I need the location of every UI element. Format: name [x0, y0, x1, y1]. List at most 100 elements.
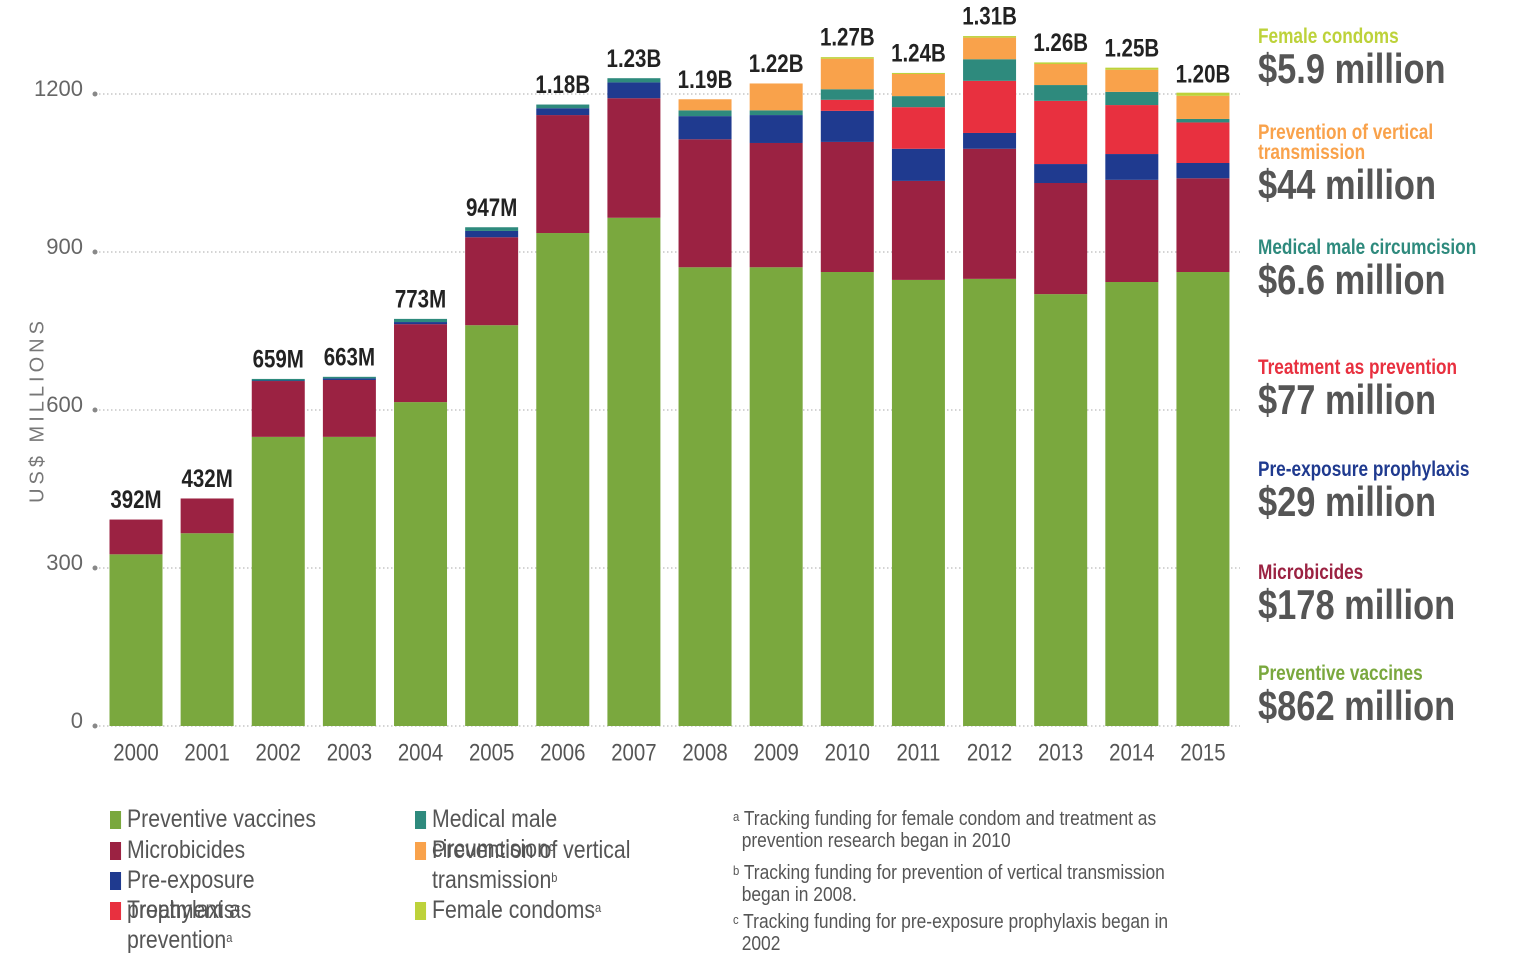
footnote-mark: b [733, 863, 740, 878]
legend-text: Treatment as preventiona [127, 895, 357, 955]
legend-note: a [226, 930, 233, 945]
bar-segment [749, 267, 803, 726]
summary-entry: Preventive vaccines $862 million [1258, 662, 1484, 729]
total-label: 432M [181, 464, 232, 492]
page: {"chart_data": { "type": "stacked_bar", … [26, 1, 1484, 955]
bar-segment [536, 115, 590, 234]
total-label: 1.24B [891, 39, 946, 67]
legend-swatch [415, 842, 427, 860]
bar-segment [109, 519, 163, 555]
bar-segment [180, 498, 234, 534]
bar-segment [394, 324, 448, 403]
bar-segment [1034, 62, 1088, 64]
summary-name: Microbicides [1258, 561, 1364, 584]
total-label: 773M [395, 285, 446, 313]
bar-segment [749, 115, 803, 143]
y-tick-mark [92, 565, 98, 571]
summary-value: $178 million [1258, 581, 1456, 628]
bar-segment [1105, 179, 1159, 283]
bar-segment [465, 325, 519, 726]
total-label: 1.31B [962, 2, 1017, 30]
legend-label: Prevention of vertical transmission [432, 836, 631, 894]
bar-segment [1105, 154, 1159, 180]
bar-segment [963, 36, 1017, 38]
bar-segment [394, 318, 448, 323]
y-tick-label: 300 [46, 550, 83, 575]
bar-segment [465, 237, 519, 326]
x-tick-label: 2010 [825, 739, 870, 766]
legend-label: Microbicides [127, 836, 246, 864]
bar-segment [1176, 95, 1230, 119]
x-tick-label: 2014 [1109, 739, 1154, 766]
bar-segment [1176, 178, 1230, 273]
bar-segment [820, 272, 874, 726]
bar-segment [678, 99, 732, 111]
bar-segment [180, 533, 234, 726]
total-label: 947M [466, 193, 517, 221]
summary-name: Preventive vaccines [1258, 662, 1423, 685]
footnote: a Tracking funding for female condom and… [733, 808, 1194, 852]
y-tick-label: 900 [46, 234, 83, 259]
bar-segment [1034, 63, 1088, 86]
bar-segment [891, 180, 945, 280]
bar-segment [1105, 282, 1159, 726]
bar-segment [891, 73, 945, 97]
total-label: 1.27B [820, 23, 875, 51]
total-label: 1.22B [749, 49, 804, 77]
total-label: 1.25B [1104, 33, 1159, 61]
legend-text: Medical male circumcisiond [432, 804, 662, 864]
summary-name: Medical male circumcision [1258, 236, 1477, 259]
summary-name: Treatment as prevention [1258, 356, 1458, 379]
y-tick-mark [92, 91, 98, 97]
legend-note: c [234, 900, 241, 915]
bar-segment [1105, 69, 1159, 92]
summary-name: Pre-exposure prophylaxis [1258, 458, 1470, 481]
summary-value: $44 million [1258, 161, 1437, 208]
y-tick-label: 0 [71, 708, 83, 733]
bar-segment [607, 82, 661, 99]
legend-label: Medical male circumcision [432, 805, 558, 863]
bar-segment [963, 132, 1017, 149]
bar-segment [322, 436, 376, 726]
bar-segment [963, 278, 1017, 726]
summary-value: $862 million [1258, 682, 1456, 729]
summary-entry: Treatment as prevention $77 million [1258, 356, 1484, 423]
footnote-text: Tracking funding for female condom and t… [741, 808, 1157, 852]
x-tick-label: 2015 [1180, 739, 1225, 766]
bar-segment [891, 148, 945, 181]
legend-item: Preventive vaccines [110, 804, 357, 834]
legend-item: Microbicides [110, 835, 357, 865]
bar-segment [251, 380, 305, 382]
legend-item: Treatment as preventiona [110, 895, 357, 955]
x-tick-label: 2006 [540, 739, 585, 766]
legend-swatch [110, 811, 122, 829]
bar-segment [394, 402, 448, 726]
y-tick-mark [92, 407, 98, 413]
bar-segment [1176, 272, 1230, 726]
bar-segment [1034, 294, 1088, 726]
summary-value: $29 million [1258, 478, 1437, 525]
bar-segment [963, 148, 1017, 279]
bar-segment [1105, 67, 1159, 70]
bar-segment [322, 378, 376, 380]
bar-segment [891, 107, 945, 149]
y-axis-label: US$ MILLIONS [26, 317, 48, 503]
bar-segment [678, 267, 732, 726]
legend-note: a [594, 900, 602, 915]
summary-value: $6.6 million [1258, 256, 1446, 303]
legend-label: Preventive vaccines [127, 805, 316, 833]
total-label: 1.23B [607, 44, 662, 72]
y-tick-label: 600 [46, 392, 83, 417]
bar-segment [963, 59, 1017, 81]
y-tick-mark [92, 723, 98, 729]
bar-segment [1176, 162, 1230, 179]
bar-segment [891, 72, 945, 74]
x-tick-label: 2009 [753, 739, 798, 766]
chart: US$ MILLIONS 0 300 600 900 1200 2000 392M 2001 4… [26, 2, 1240, 766]
y-tick-mark [92, 249, 98, 255]
legend-swatch [110, 842, 122, 860]
summary-value: $77 million [1258, 376, 1437, 423]
bar-segment [1034, 164, 1088, 184]
legend-item: Female condomsa [415, 895, 662, 925]
bar-segment [251, 436, 305, 726]
